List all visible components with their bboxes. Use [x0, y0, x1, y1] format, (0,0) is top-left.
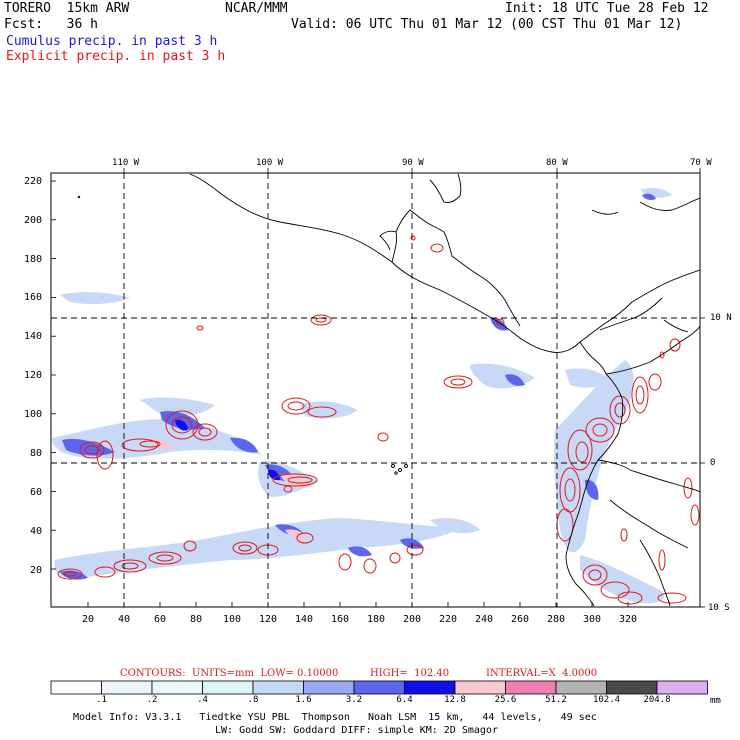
colorbar — [50, 680, 708, 695]
forecast-hour: Fcst: 36 h — [4, 17, 98, 32]
init-time: Init: 18 UTC Tue 28 Feb 12 — [505, 1, 709, 16]
map-content — [51, 173, 700, 607]
right-axis-ticks — [700, 317, 705, 608]
colorbar-label: .2 — [146, 695, 158, 705]
y-tick-label: 160 — [24, 292, 43, 303]
colorbar-swatch — [404, 680, 456, 695]
x-tick-label: 40 — [118, 614, 131, 625]
y-tick-label: 100 — [24, 409, 43, 420]
colorbar-label: 6.4 — [396, 695, 413, 705]
y-tick-label: 80 — [30, 448, 43, 459]
x-tick-label: 240 — [475, 614, 494, 625]
x-tick-label: 180 — [367, 614, 386, 625]
model-name: TORERO 15km ARW — [4, 1, 130, 16]
y-tick-label: 180 — [24, 254, 43, 265]
left-axis-ticks — [51, 180, 56, 570]
contours-info: CONTOURS: UNITS=mm LOW= 0.10000 — [120, 668, 339, 679]
colorbar-label: .1 — [96, 695, 107, 705]
bottom-axis-ticks — [87, 602, 629, 607]
x-tick-label: 80 — [190, 614, 203, 625]
colorbar-swatch — [606, 680, 658, 695]
x-tick-label: 140 — [295, 614, 314, 625]
legend-explicit: Explicit precip. in past 3 h — [6, 49, 226, 64]
colorbar-label: .4 — [197, 695, 208, 705]
cumulus-precip — [52, 187, 672, 604]
x-tick-label: 200 — [403, 614, 422, 625]
y-tick-label: 140 — [24, 331, 43, 342]
colorbar-swatch — [454, 680, 506, 695]
colorbar-label: 51.2 — [545, 695, 567, 705]
colorbar-swatch — [151, 680, 203, 695]
cumulus-precip-core — [60, 193, 656, 580]
colorbar-label: 25.6 — [494, 695, 517, 705]
lon-label-90w: 90 W — [402, 158, 424, 168]
lon-label-80w: 80 W — [546, 158, 568, 168]
colorbar-label: .8 — [247, 695, 259, 705]
colorbar-label: 1.6 — [295, 695, 312, 705]
y-tick-label: 40 — [30, 526, 43, 537]
colorbar-swatch — [50, 680, 102, 695]
contours-high: HIGH= 102.40 — [370, 668, 450, 679]
colorbar-unit: mm — [710, 696, 721, 706]
x-tick-label: 220 — [439, 614, 458, 625]
x-tick-label: 280 — [547, 614, 566, 625]
y-tick-label: 200 — [24, 215, 43, 226]
y-tick-label: 20 — [30, 565, 43, 576]
x-tick-label: 160 — [331, 614, 350, 625]
lon-label-100w: 100 W — [256, 158, 284, 168]
colorbar-swatch — [505, 680, 557, 695]
lon-label-70w: 70 W — [690, 158, 712, 168]
x-tick-label: 260 — [511, 614, 530, 625]
x-tick-label: 100 — [223, 614, 242, 625]
y-tick-label: 120 — [24, 370, 43, 381]
model-info: Model Info: V3.3.1 Tiedtke YSU PBL Thomp… — [73, 712, 597, 723]
lat-label-10s: 10 S — [708, 603, 730, 613]
top-axis-ticks — [123, 168, 701, 173]
colorbar-label: 12.8 — [444, 695, 466, 705]
lat-label-0: 0 — [710, 458, 716, 468]
map-frame — [50, 172, 701, 608]
x-tick-label: 300 — [583, 614, 602, 625]
legend-cumulus: Cumulus precip. in past 3 h — [6, 34, 218, 49]
colorbar-swatch — [202, 680, 254, 695]
model-physics: LW: Godd SW: Goddard DIFF: simple KM: 2D… — [215, 725, 498, 736]
lon-label-110w: 110 W — [112, 158, 140, 168]
colorbar-swatch — [252, 680, 304, 695]
colorbar-label: 3.2 — [345, 695, 363, 705]
valid-time: Valid: 06 UTC Thu 01 Mar 12 (00 CST Thu … — [291, 17, 683, 32]
colorbar-swatch — [555, 680, 607, 695]
graticule — [51, 173, 700, 607]
colorbar-swatch — [101, 680, 153, 695]
explicit-precip-contours — [57, 235, 700, 605]
x-tick-label: 20 — [82, 614, 95, 625]
x-tick-label: 120 — [259, 614, 278, 625]
colorbar-swatch — [353, 680, 405, 695]
coastlines — [77, 173, 700, 607]
organization: NCAR/MMM — [225, 1, 288, 16]
cumulus-precip-intense — [175, 419, 280, 481]
colorbar-swatch — [303, 680, 355, 695]
x-tick-label: 320 — [619, 614, 638, 625]
colorbar-label: 102.4 — [592, 695, 621, 705]
lat-label-10n: 10 N — [710, 313, 732, 323]
contours-interval: INTERVAL=X 4.0000 — [486, 668, 598, 679]
colorbar-label: 204.8 — [643, 695, 671, 705]
y-tick-label: 220 — [24, 176, 43, 187]
x-tick-label: 60 — [154, 614, 167, 625]
colorbar-swatch — [656, 680, 708, 695]
y-tick-label: 60 — [30, 487, 43, 498]
